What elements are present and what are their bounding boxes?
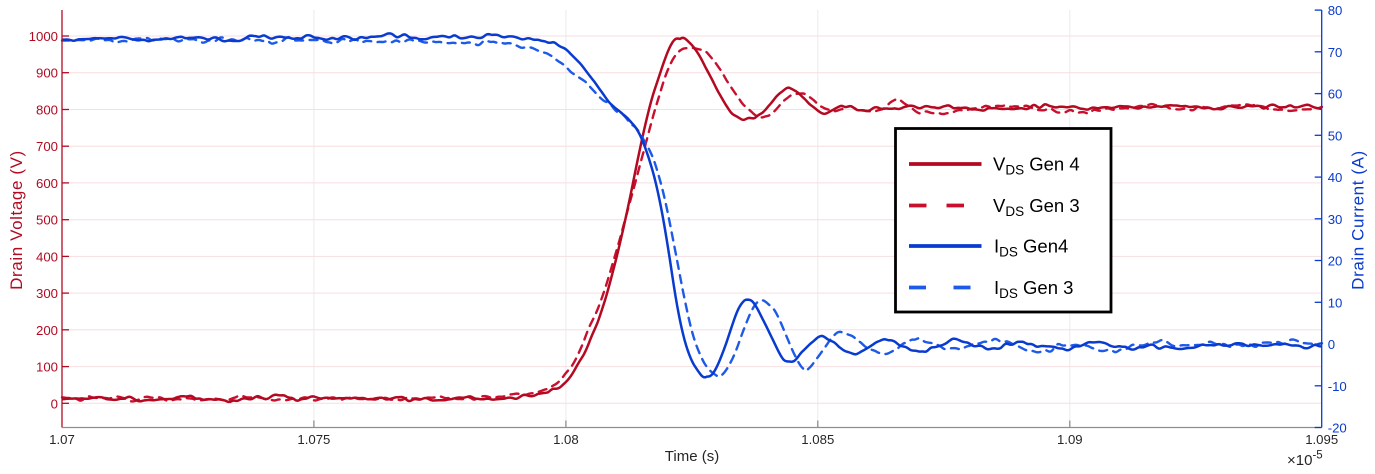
svg-text:1.095: 1.095 [1305, 432, 1338, 447]
svg-text:-10: -10 [1328, 379, 1347, 394]
svg-text:400: 400 [36, 249, 58, 264]
svg-text:20: 20 [1328, 254, 1343, 269]
svg-text:40: 40 [1328, 170, 1343, 185]
svg-text:Drain Voltage (V): Drain Voltage (V) [7, 150, 26, 290]
svg-text:1000: 1000 [29, 29, 58, 44]
svg-text:Drain Current (A): Drain Current (A) [1349, 150, 1368, 290]
svg-text:700: 700 [36, 139, 58, 154]
svg-text:1.085: 1.085 [801, 432, 834, 447]
svg-text:50: 50 [1328, 128, 1343, 143]
svg-text:500: 500 [36, 213, 58, 228]
svg-text:800: 800 [36, 103, 58, 118]
svg-text:1.075: 1.075 [297, 432, 330, 447]
svg-text:Time (s): Time (s) [665, 448, 719, 465]
svg-text:1.08: 1.08 [553, 432, 579, 447]
svg-text:1.07: 1.07 [49, 432, 75, 447]
svg-text:600: 600 [36, 176, 58, 191]
svg-text:200: 200 [36, 323, 58, 338]
svg-text:-20: -20 [1328, 421, 1347, 436]
svg-text:30: 30 [1328, 212, 1343, 227]
svg-text:100: 100 [36, 360, 58, 375]
svg-text:10: 10 [1328, 295, 1343, 310]
svg-text:IDS Gen4: IDS Gen4 [994, 236, 1068, 260]
svg-text:900: 900 [36, 66, 58, 81]
svg-text:80: 80 [1328, 3, 1343, 18]
svg-text:60: 60 [1328, 87, 1343, 102]
svg-text:0: 0 [51, 396, 58, 411]
svg-text:70: 70 [1328, 45, 1343, 60]
svg-text:300: 300 [36, 286, 58, 301]
svg-text:1.09: 1.09 [1057, 432, 1083, 447]
svg-text:0: 0 [1328, 337, 1335, 352]
